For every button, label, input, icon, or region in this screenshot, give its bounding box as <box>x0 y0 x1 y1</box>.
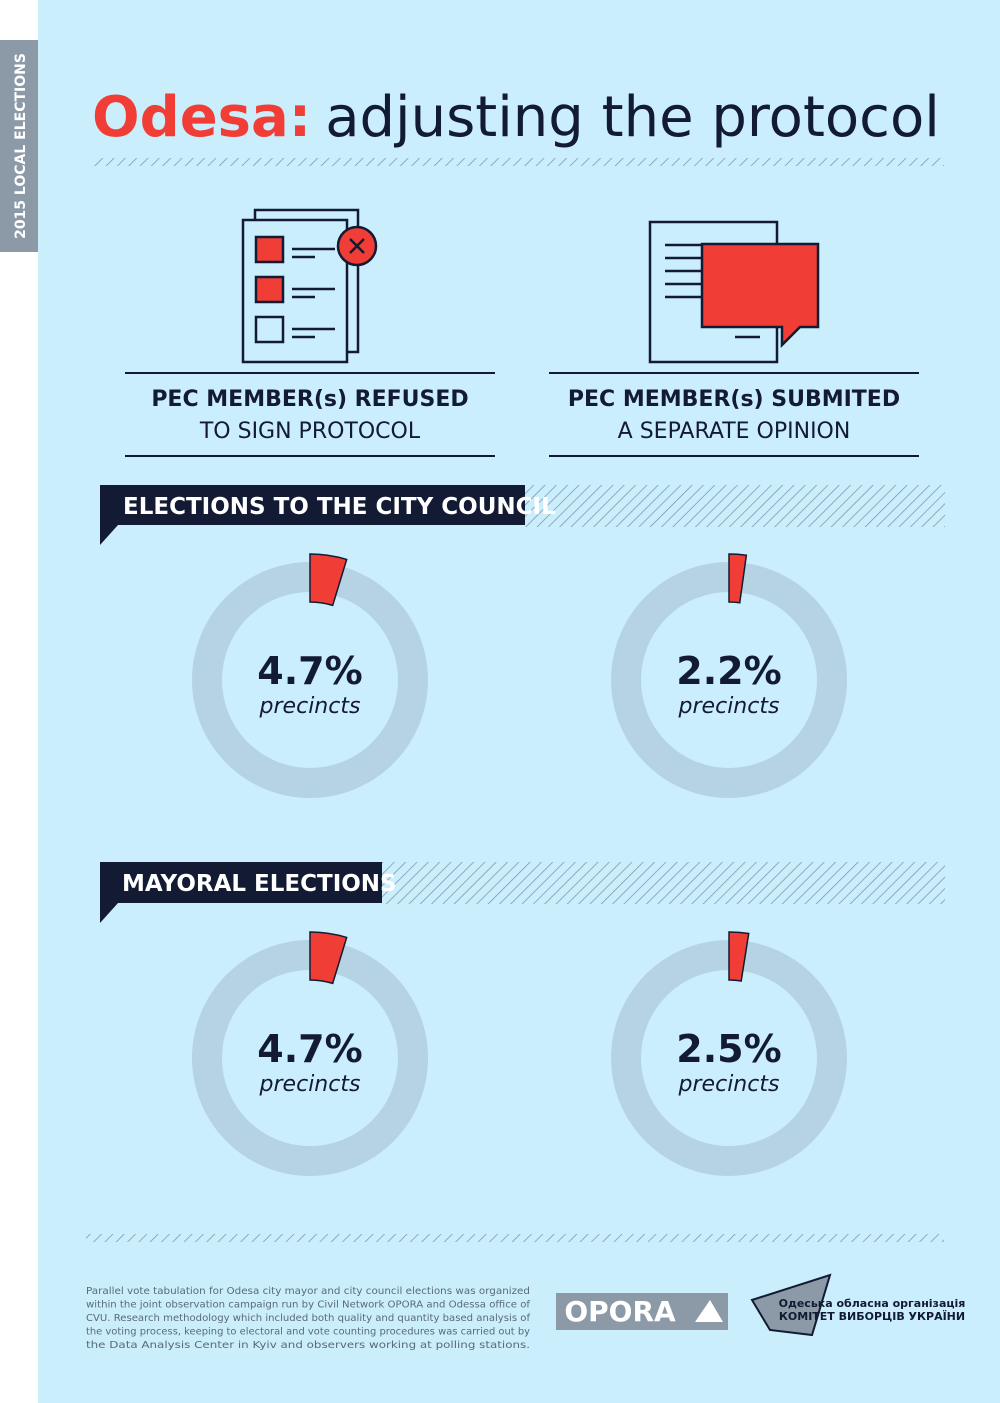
section-banner <box>100 485 525 545</box>
title: Odesa: adjusting the protocol <box>92 85 940 150</box>
side-tab <box>0 40 38 252</box>
cvu-logo-mark <box>750 1273 832 1337</box>
column-heading: PEC MEMBER(s) SUBMITED <box>568 387 900 412</box>
refused-icon <box>241 208 378 364</box>
donut-segment <box>728 553 748 604</box>
donut-caption: precincts <box>678 1072 780 1097</box>
opora-logo <box>556 1293 728 1330</box>
donut-segment <box>309 931 348 985</box>
donut-segment <box>309 553 348 607</box>
donut-value: 2.5% <box>676 1027 781 1071</box>
footer-text: CVU. Research methodology which included… <box>86 1313 530 1324</box>
section-title: MAYORAL ELECTIONS <box>122 871 397 897</box>
donut-value: 4.7% <box>257 1027 362 1071</box>
donut-value: 2.2% <box>676 649 781 693</box>
background <box>38 0 1000 1403</box>
divider <box>86 1234 944 1242</box>
footer-text: within the joint observation campaign ru… <box>86 1300 530 1311</box>
donut-caption: precincts <box>259 694 361 719</box>
cvu-logo-text: КОМІТЕТ ВИБОРЦІВ УКРАЇНИ <box>779 1309 965 1323</box>
footer-text: the Data Analysis Center in Kyiv and obs… <box>86 1340 530 1351</box>
footer-text: Parallel vote tabulation for Odesa city … <box>86 1286 530 1297</box>
column-heading: PEC MEMBER(s) REFUSED <box>151 387 468 412</box>
section-hatch <box>525 485 945 527</box>
cvu-logo-text: Одеська обласна організація <box>779 1297 966 1310</box>
donut-caption: precincts <box>678 694 780 719</box>
divider <box>92 158 944 166</box>
section-title: ELECTIONS TO THE CITY COUNCIL <box>123 494 556 520</box>
footer-text: the voting process, keeping to electoral… <box>86 1327 530 1338</box>
column-subheading: A SEPARATE OPINION <box>618 419 851 444</box>
opora-logo-text: OPORA <box>564 1295 676 1328</box>
section-banner <box>100 862 382 923</box>
opinion-icon <box>648 220 820 364</box>
donut-segment <box>728 931 750 982</box>
opora-logo-mark <box>695 1300 723 1322</box>
column-subheading: TO SIGN PROTOCOL <box>199 419 421 444</box>
section-hatch <box>382 862 945 904</box>
donut-value: 4.7% <box>257 649 362 693</box>
side-label: 2015 LOCAL ELECTIONS <box>13 53 29 239</box>
donut-caption: precincts <box>259 1072 361 1097</box>
